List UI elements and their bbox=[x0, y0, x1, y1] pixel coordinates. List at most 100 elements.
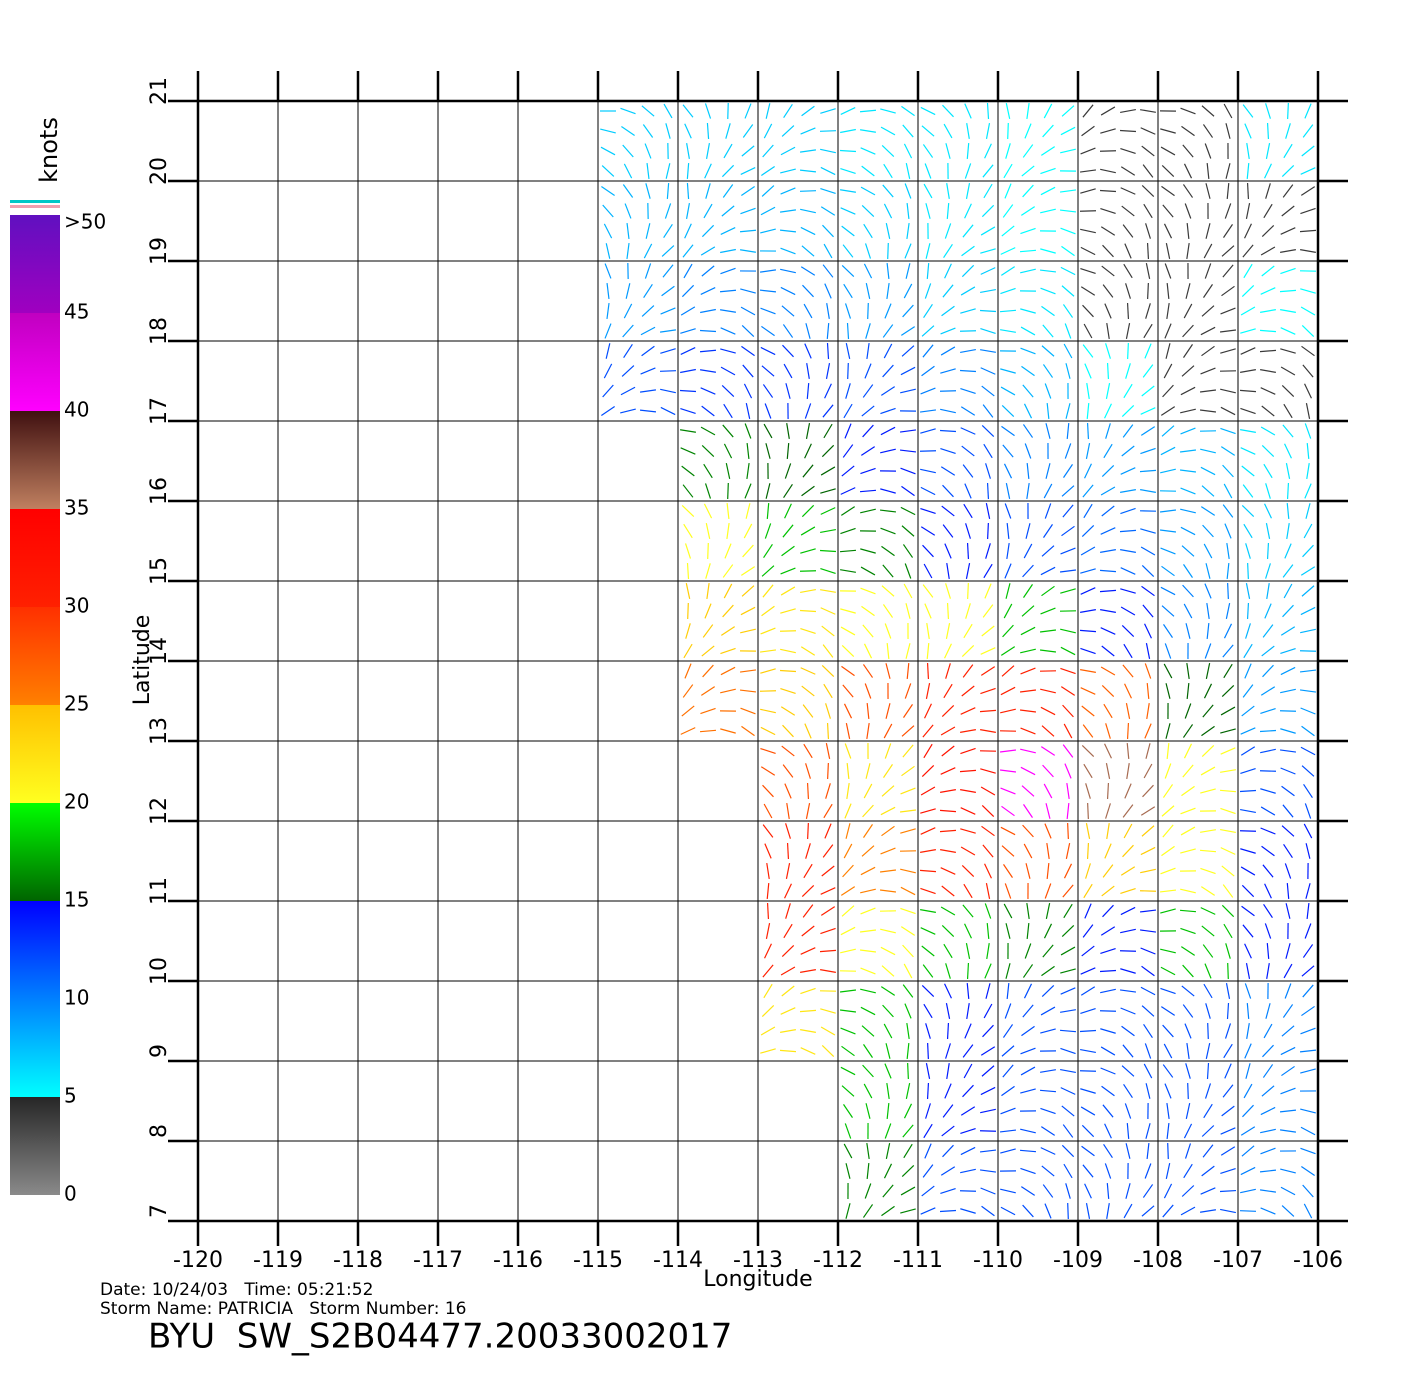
wind-vector bbox=[1241, 1145, 1255, 1157]
wind-vector bbox=[1220, 1127, 1236, 1135]
wind-vector bbox=[1105, 803, 1111, 819]
wind-vector bbox=[1022, 144, 1034, 158]
wind-vector bbox=[1061, 1105, 1075, 1117]
wind-vector bbox=[880, 407, 896, 415]
wind-vector bbox=[880, 806, 896, 816]
wind-vector bbox=[1060, 126, 1076, 136]
wind-vector bbox=[701, 224, 715, 238]
wind-vector bbox=[1002, 1024, 1014, 1038]
wind-vector bbox=[1100, 207, 1116, 215]
wind-vector bbox=[1006, 982, 1010, 1000]
wind-vector bbox=[1260, 748, 1276, 754]
wind-vector bbox=[1080, 1088, 1096, 1094]
wind-vector bbox=[820, 607, 836, 615]
wind-vector bbox=[700, 426, 716, 436]
wind-vector bbox=[1181, 365, 1195, 377]
wind-vector bbox=[1162, 1064, 1174, 1078]
wind-vector bbox=[863, 824, 873, 838]
wind-vector bbox=[1065, 843, 1071, 859]
wind-vector bbox=[900, 926, 916, 936]
wind-vector bbox=[946, 202, 950, 220]
wind-vector bbox=[1182, 184, 1194, 198]
wind-vector bbox=[1281, 384, 1295, 398]
wind-vector bbox=[880, 847, 896, 855]
wind-vector bbox=[920, 827, 936, 835]
wind-vector bbox=[845, 343, 851, 359]
wind-vector bbox=[783, 103, 793, 119]
wind-vector bbox=[740, 288, 756, 294]
wind-vector bbox=[1062, 1124, 1074, 1138]
y-tick-label: 15 bbox=[147, 557, 172, 585]
wind-vector bbox=[799, 570, 817, 572]
wind-vector bbox=[1021, 365, 1035, 377]
wind-vector bbox=[839, 989, 857, 993]
wind-vector bbox=[839, 549, 857, 553]
wind-vector bbox=[945, 583, 951, 599]
wind-vector bbox=[800, 667, 816, 675]
y-tick-label: 19 bbox=[147, 237, 172, 265]
wind-vector bbox=[1183, 163, 1193, 179]
wind-vector bbox=[879, 869, 897, 873]
colorbar-segment bbox=[10, 999, 60, 1097]
wind-vector bbox=[940, 408, 956, 414]
wind-vector bbox=[1080, 546, 1096, 556]
wind-vector bbox=[1139, 929, 1157, 933]
wind-vector bbox=[1301, 1005, 1315, 1017]
wind-vector bbox=[724, 543, 732, 559]
colorbar-label: >50 bbox=[64, 210, 106, 234]
wind-vector bbox=[845, 823, 851, 839]
wind-vector bbox=[1080, 986, 1096, 996]
wind-vector bbox=[825, 703, 831, 719]
wind-vector bbox=[886, 642, 890, 660]
wind-vector bbox=[859, 489, 877, 493]
wind-vector bbox=[1240, 447, 1256, 455]
wind-vector bbox=[663, 103, 673, 119]
wind-vector bbox=[603, 223, 613, 239]
wind-vector bbox=[1164, 323, 1172, 339]
wind-vector bbox=[800, 127, 816, 135]
wind-vector bbox=[943, 943, 953, 959]
wind-vector bbox=[980, 367, 996, 375]
wind-vector bbox=[601, 185, 615, 197]
wind-vector bbox=[1224, 1023, 1232, 1039]
wind-vector bbox=[1040, 167, 1056, 175]
wind-vector bbox=[863, 263, 873, 279]
wind-vector bbox=[639, 389, 657, 393]
wind-vector bbox=[721, 205, 735, 217]
wind-vector bbox=[764, 843, 772, 859]
wind-vector bbox=[780, 586, 796, 596]
wind-vector bbox=[1125, 1143, 1131, 1159]
wind-vector bbox=[1043, 483, 1053, 499]
wind-vector bbox=[962, 1044, 974, 1058]
wind-vector bbox=[1020, 1167, 1036, 1175]
wind-vector bbox=[1240, 848, 1256, 854]
wind-vector bbox=[1003, 163, 1013, 179]
wind-vector bbox=[1125, 323, 1131, 339]
wind-vector bbox=[1219, 329, 1237, 333]
wind-vector bbox=[820, 528, 836, 534]
wind-vector bbox=[1162, 384, 1174, 398]
wind-vector bbox=[1264, 503, 1272, 519]
wind-vector bbox=[819, 549, 837, 553]
wind-vector bbox=[1205, 1043, 1211, 1059]
wind-vector bbox=[843, 1104, 853, 1118]
wind-vector bbox=[820, 887, 836, 895]
wind-vector bbox=[781, 944, 795, 958]
wind-vector bbox=[980, 288, 996, 294]
wind-vector bbox=[863, 223, 873, 239]
wind-vector bbox=[782, 724, 794, 738]
wind-vector bbox=[704, 603, 712, 619]
wind-vector bbox=[1079, 1029, 1097, 1033]
wind-vector bbox=[762, 964, 774, 978]
wind-vector bbox=[1004, 183, 1012, 199]
wind-vector bbox=[1304, 103, 1312, 119]
wind-vector bbox=[940, 1166, 956, 1176]
wind-vector bbox=[884, 1063, 892, 1079]
wind-vector bbox=[1140, 489, 1156, 493]
wind-vector bbox=[1066, 422, 1070, 440]
wind-vector bbox=[920, 1207, 936, 1215]
wind-vector bbox=[1060, 547, 1076, 555]
wind-vector bbox=[1259, 1169, 1277, 1173]
wind-vector bbox=[940, 1187, 956, 1195]
wind-vector bbox=[960, 747, 976, 755]
